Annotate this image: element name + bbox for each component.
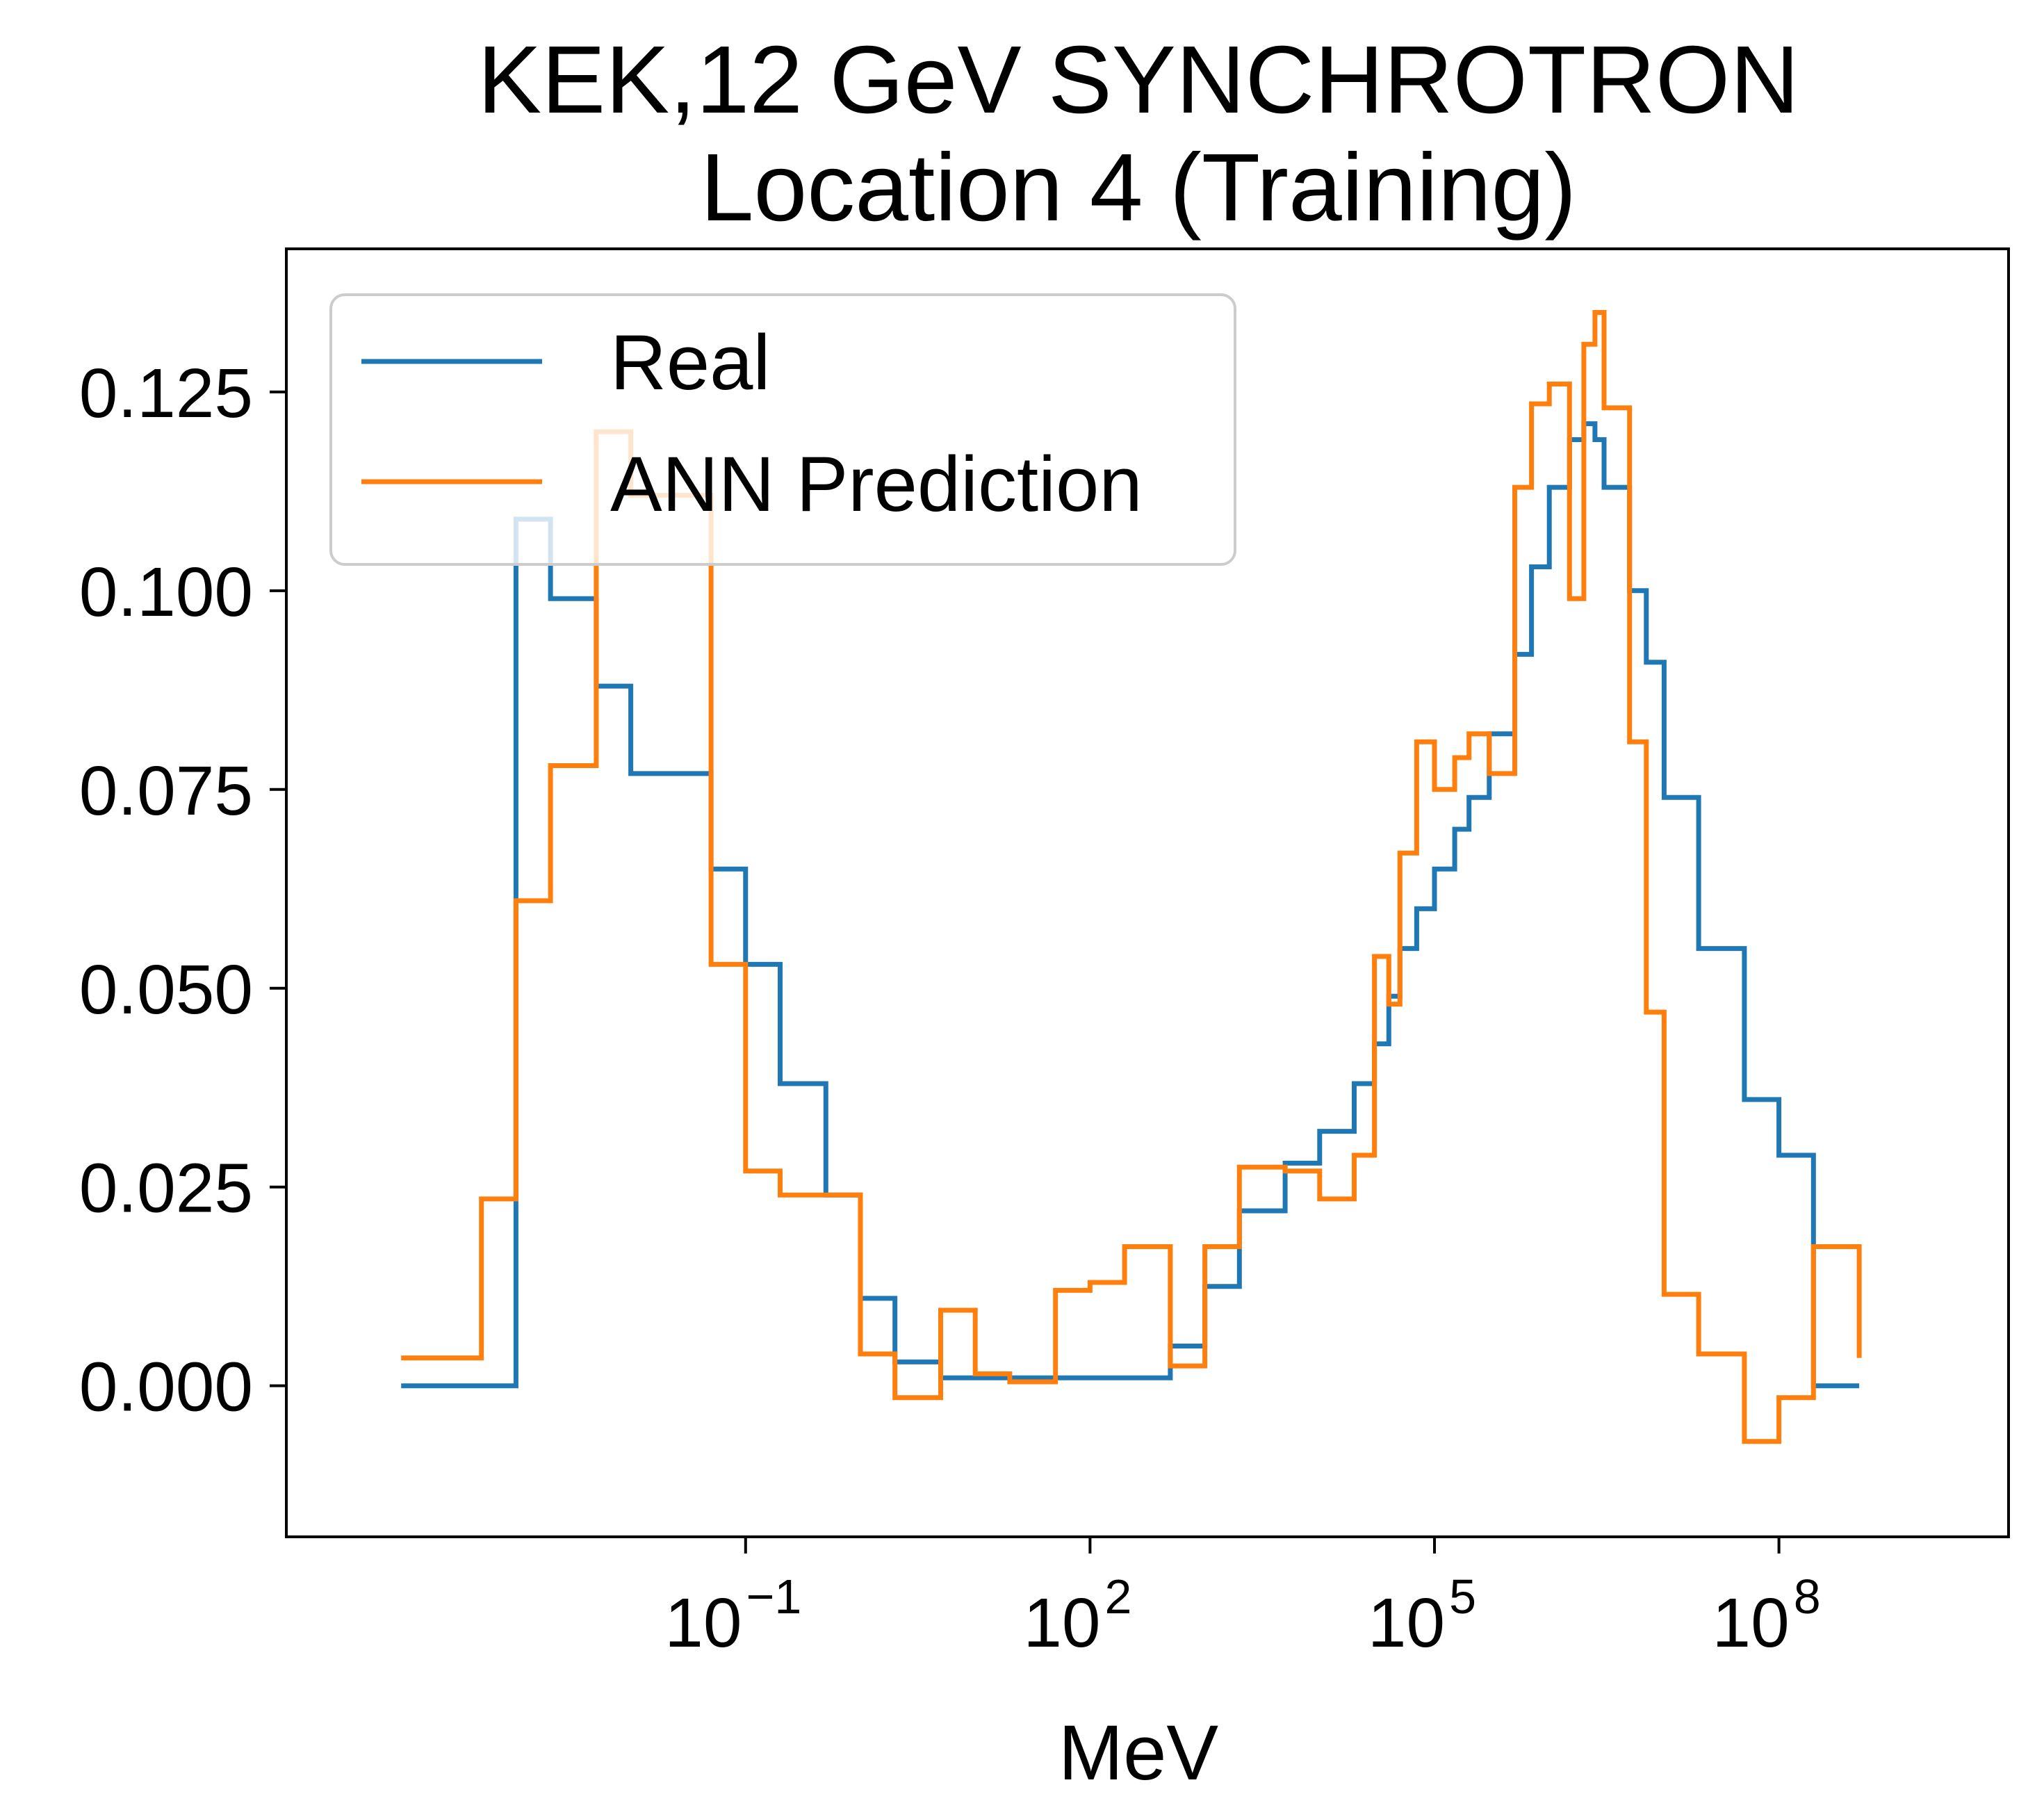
x-axis-label: MeV xyxy=(1058,1709,1219,1796)
y-tick-label: 0.100 xyxy=(79,553,253,631)
legend: Real ANN Prediction xyxy=(329,293,1236,566)
legend-box xyxy=(329,293,1236,566)
chart-title-line-2: Location 4 (Training) xyxy=(701,134,1577,241)
y-tick-label: 0.075 xyxy=(79,752,253,830)
chart-title-line-1: KEK,12 GeV SYNCHROTRON xyxy=(477,26,1799,133)
x-tick-label: 108 xyxy=(1712,1570,1821,1662)
y-axis-ticks: 0.000 0.025 0.050 0.075 0.100 0.125 xyxy=(79,354,286,1426)
y-tick-label: 0.050 xyxy=(79,951,253,1029)
y-tick-label: 0.025 xyxy=(79,1150,253,1228)
x-axis-ticks: 10−1 102 105 108 xyxy=(664,1537,1821,1662)
y-tick-label: 0.000 xyxy=(79,1348,253,1426)
legend-label-real: Real xyxy=(610,319,770,406)
series-line-ann-prediction xyxy=(401,310,1862,1444)
x-tick-label: 102 xyxy=(1023,1570,1131,1662)
legend-label-ann-prediction: ANN Prediction xyxy=(610,441,1143,528)
series-layer xyxy=(401,310,1862,1444)
x-tick-label: 105 xyxy=(1368,1570,1476,1662)
x-tick-label: 10−1 xyxy=(664,1570,801,1662)
y-tick-label: 0.125 xyxy=(79,354,253,432)
plot-frame xyxy=(285,247,2010,1538)
